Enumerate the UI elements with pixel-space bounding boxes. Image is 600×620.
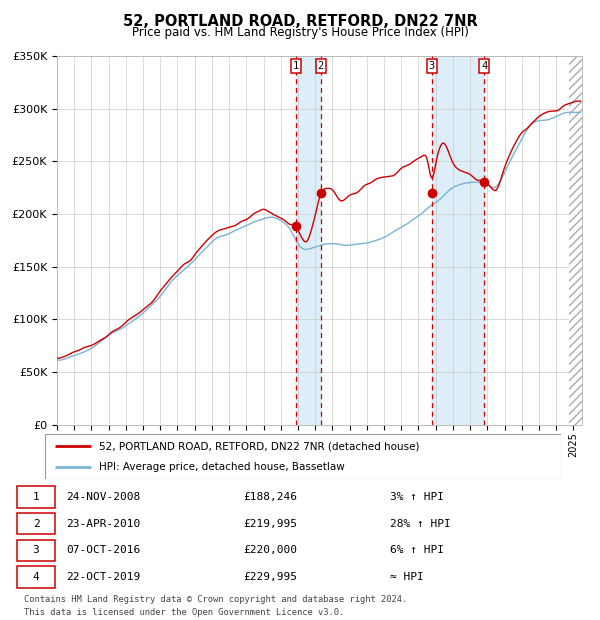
Text: 3: 3: [428, 61, 435, 71]
Text: 2: 2: [32, 518, 40, 529]
Text: ≈ HPI: ≈ HPI: [390, 572, 424, 582]
Text: 4: 4: [32, 572, 40, 582]
Text: £220,000: £220,000: [244, 545, 298, 556]
FancyBboxPatch shape: [45, 434, 561, 479]
FancyBboxPatch shape: [17, 513, 55, 534]
FancyBboxPatch shape: [17, 486, 55, 508]
Text: 23-APR-2010: 23-APR-2010: [66, 518, 140, 529]
Text: 6% ↑ HPI: 6% ↑ HPI: [390, 545, 444, 556]
FancyBboxPatch shape: [17, 566, 55, 588]
Text: 22-OCT-2019: 22-OCT-2019: [66, 572, 140, 582]
Text: HPI: Average price, detached house, Bassetlaw: HPI: Average price, detached house, Bass…: [99, 463, 345, 472]
Bar: [432, 56, 484, 425]
Text: 24-NOV-2008: 24-NOV-2008: [66, 492, 140, 502]
Text: 3% ↑ HPI: 3% ↑ HPI: [390, 492, 444, 502]
Text: Price paid vs. HM Land Registry's House Price Index (HPI): Price paid vs. HM Land Registry's House …: [131, 26, 469, 39]
Text: 1: 1: [32, 492, 40, 502]
Text: 1: 1: [293, 61, 299, 71]
Text: This data is licensed under the Open Government Licence v3.0.: This data is licensed under the Open Gov…: [24, 608, 344, 617]
Text: 2: 2: [317, 61, 323, 71]
Bar: [296, 56, 320, 425]
Text: £229,995: £229,995: [244, 572, 298, 582]
Text: 52, PORTLAND ROAD, RETFORD, DN22 7NR (detached house): 52, PORTLAND ROAD, RETFORD, DN22 7NR (de…: [99, 441, 419, 451]
Text: 28% ↑ HPI: 28% ↑ HPI: [390, 518, 451, 529]
Text: 52, PORTLAND ROAD, RETFORD, DN22 7NR: 52, PORTLAND ROAD, RETFORD, DN22 7NR: [122, 14, 478, 29]
Text: Contains HM Land Registry data © Crown copyright and database right 2024.: Contains HM Land Registry data © Crown c…: [24, 595, 407, 604]
Text: 4: 4: [481, 61, 487, 71]
FancyBboxPatch shape: [17, 539, 55, 561]
Text: £219,995: £219,995: [244, 518, 298, 529]
Text: £188,246: £188,246: [244, 492, 298, 502]
Text: 07-OCT-2016: 07-OCT-2016: [66, 545, 140, 556]
Bar: [569, 56, 582, 425]
Text: 3: 3: [32, 545, 40, 556]
